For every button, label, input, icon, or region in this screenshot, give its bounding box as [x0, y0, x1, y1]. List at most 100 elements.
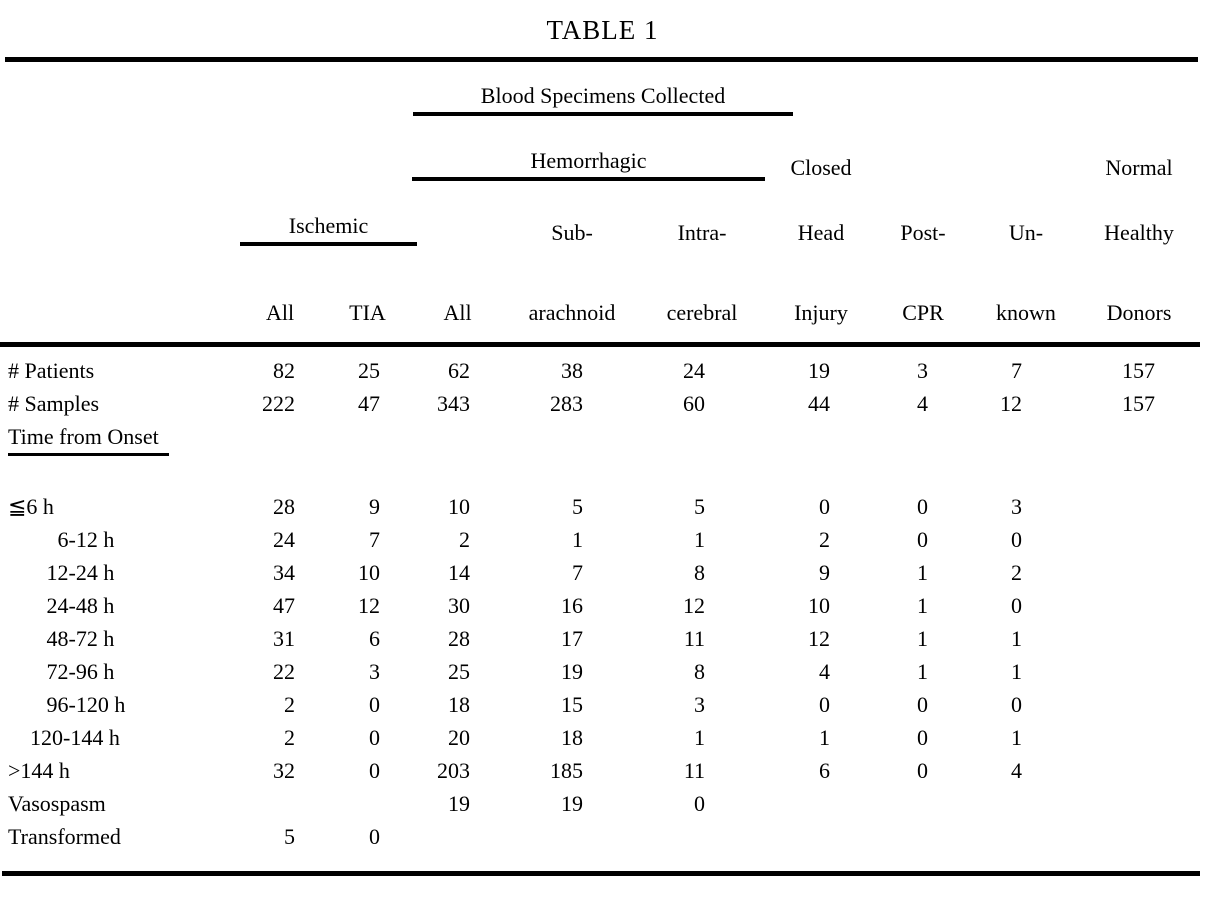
bottom-rule	[2, 871, 1200, 876]
cell-value: 222	[262, 391, 295, 416]
cell-value	[770, 420, 872, 456]
row-label: # Patients	[8, 358, 95, 383]
header-spacer	[230, 62, 405, 116]
blood-specimens-collected-label: Blood Specimens Collected	[413, 83, 793, 116]
cell-value: 25	[358, 358, 380, 383]
cell-value	[230, 420, 330, 456]
cell-value	[1078, 754, 1200, 787]
cell-value	[1078, 622, 1200, 655]
cell-value: 2	[459, 527, 470, 552]
table-row: Time from Onset	[0, 420, 1200, 456]
header-cell-healthy: Healthy	[1104, 220, 1174, 245]
table-row: ≦6 h 28 9 10 5 5 0 0 3	[0, 456, 1200, 523]
cell-value: 0	[917, 758, 928, 783]
cell-value	[1078, 456, 1200, 523]
cell-value: 1	[917, 560, 928, 585]
cell-value	[1078, 721, 1200, 754]
cell-value: 1	[917, 593, 928, 618]
header-group-row-sub: Ischemic Sub- Intra- Head Post- Un- Heal…	[0, 181, 1200, 246]
table-row: 12-24 h 34 10 14 7 8 9 1 2	[0, 556, 1200, 589]
cell-value	[510, 420, 634, 456]
cell-value	[872, 420, 974, 456]
cell-value: 1	[694, 527, 705, 552]
cell-value	[230, 787, 330, 820]
hemorrhagic-label: Hemorrhagic	[412, 148, 765, 181]
data-table: Blood Specimens Collected Hemorrhagic Cl…	[0, 62, 1200, 853]
cell-value: 0	[1011, 527, 1022, 552]
cell-value: 19	[561, 791, 583, 816]
cell-value	[1078, 820, 1200, 853]
cell-value	[405, 420, 510, 456]
cell-value: 2	[284, 692, 295, 717]
row-label: 12-24 h	[8, 560, 115, 585]
cell-value	[974, 787, 1078, 820]
cell-value: 3	[369, 659, 380, 684]
cell-value: 2	[284, 725, 295, 750]
cell-value: 62	[448, 358, 470, 383]
cell-value: 7	[1011, 358, 1022, 383]
header-cell-normal: Normal	[1105, 155, 1173, 180]
cell-value: 38	[561, 358, 583, 383]
header-cell-intra: Intra-	[677, 220, 727, 245]
cell-value: 34	[273, 560, 295, 585]
cell-value: 10	[448, 494, 470, 519]
cell-value: 0	[819, 692, 830, 717]
header-spacer	[405, 181, 510, 246]
cell-value: 203	[437, 758, 470, 783]
cell-value: 31	[273, 626, 295, 651]
header-group-row-mid: Hemorrhagic Closed Normal	[0, 116, 1200, 181]
cell-value: 1	[572, 527, 583, 552]
cell-value: 30	[448, 593, 470, 618]
header-spacer	[0, 181, 230, 246]
header-cell-hemorrhagic: Hemorrhagic	[405, 116, 770, 181]
cell-value: 8	[694, 659, 705, 684]
top-rule	[5, 57, 1198, 62]
header-cell-post: Post-	[900, 220, 946, 245]
cell-value: 32	[273, 758, 295, 783]
table-row: 96-120 h 2 0 18 15 3 0 0 0	[0, 688, 1200, 721]
cell-value: 1	[819, 725, 830, 750]
row-label: 72-96 h	[8, 659, 115, 684]
header-spacer	[0, 246, 230, 347]
cell-value: 1	[1011, 626, 1022, 651]
row-label: # Samples	[8, 391, 100, 416]
cell-value: 0	[369, 692, 380, 717]
row-label: >144 h	[8, 758, 70, 783]
cell-value: 4	[917, 391, 928, 416]
cell-value	[634, 420, 770, 456]
cell-value: 1	[1011, 725, 1022, 750]
cell-value: 1	[917, 626, 928, 651]
cell-value: 19	[561, 659, 583, 684]
table-row: 72-96 h 22 3 25 19 8 4 1 1	[0, 655, 1200, 688]
header-group-row-top: Blood Specimens Collected	[0, 62, 1200, 116]
table-title: TABLE 1	[546, 15, 659, 45]
header-cell-cpr: CPR	[872, 246, 974, 347]
cell-value: 0	[1011, 692, 1022, 717]
cell-value	[770, 820, 872, 853]
cell-value: 0	[369, 824, 380, 849]
cell-value: 0	[369, 725, 380, 750]
table-row: # Patients 82 25 62 38 24 19 3 7 157	[0, 345, 1200, 388]
cell-value	[770, 787, 872, 820]
cell-value: 28	[273, 494, 295, 519]
row-label: Vasospasm	[8, 791, 106, 816]
header-cell-donors: Donors	[1078, 246, 1200, 347]
cell-value: 19	[808, 358, 830, 383]
cell-value: 24	[683, 358, 705, 383]
cell-value: 283	[550, 391, 583, 416]
cell-value	[405, 820, 510, 853]
header-cell-head: Head	[797, 220, 845, 245]
cell-value: 18	[448, 692, 470, 717]
cell-value: 11	[683, 758, 705, 783]
table-header: Blood Specimens Collected Hemorrhagic Cl…	[0, 62, 1200, 347]
header-cell-blood-specimens: Blood Specimens Collected	[405, 62, 793, 116]
cell-value	[872, 820, 974, 853]
cell-value: 7	[369, 527, 380, 552]
header-cell-known: known	[974, 246, 1078, 347]
cell-value: 157	[1122, 391, 1155, 416]
cell-value: 1	[917, 659, 928, 684]
cell-value: 0	[917, 692, 928, 717]
row-label: 120-144 h	[8, 725, 120, 750]
cell-value: 28	[448, 626, 470, 651]
cell-value	[1078, 420, 1200, 456]
